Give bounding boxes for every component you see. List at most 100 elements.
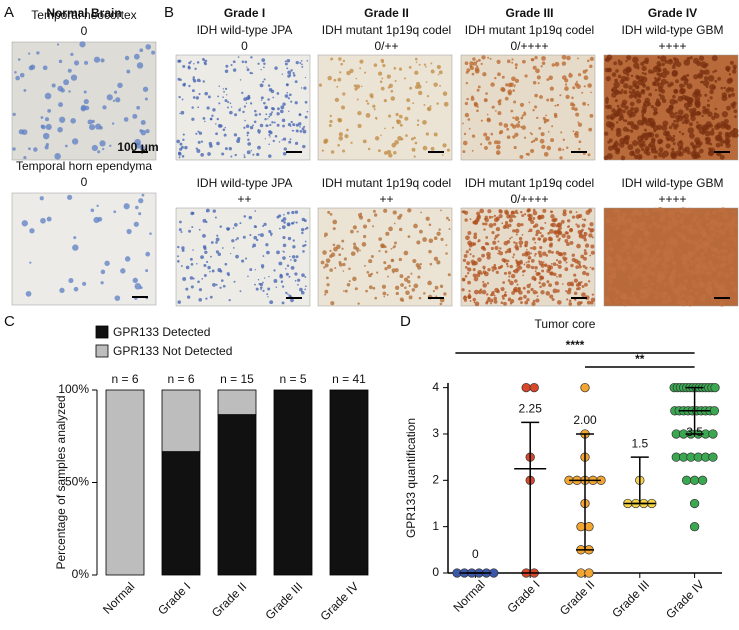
cell: [294, 279, 297, 282]
cell: [604, 296, 611, 303]
cell: [113, 210, 117, 214]
cell: [669, 98, 676, 105]
cell: [413, 223, 418, 229]
cell: [290, 120, 293, 124]
cell: [546, 78, 550, 82]
cell: [288, 294, 292, 298]
cell: [549, 271, 554, 276]
cell: [357, 123, 362, 128]
cell: [218, 102, 221, 105]
cell: [704, 216, 710, 221]
cell: [342, 92, 346, 96]
cell: [701, 80, 704, 83]
cell: [332, 219, 338, 225]
cell: [693, 74, 699, 80]
cell: [691, 279, 696, 284]
cell: [624, 239, 630, 245]
cell: [722, 242, 726, 246]
cell: [439, 84, 441, 87]
cell: [733, 284, 737, 288]
cell: [483, 218, 487, 221]
n-label: n = 15: [220, 372, 254, 386]
cell: [583, 75, 589, 81]
cell: [719, 263, 722, 267]
cell: [613, 298, 618, 303]
cell: [196, 61, 200, 64]
cell: [493, 222, 497, 227]
cell: [624, 105, 629, 110]
cell: [422, 119, 427, 125]
cell: [338, 118, 343, 123]
cell: [499, 247, 502, 250]
cell: [534, 56, 538, 60]
cell: [380, 86, 385, 91]
cell: [54, 153, 61, 160]
cell: [467, 294, 472, 300]
cell: [343, 290, 345, 292]
cell: [210, 241, 214, 244]
cell: [731, 218, 736, 223]
cell: [569, 240, 574, 245]
cell: [662, 155, 666, 159]
cell: [490, 132, 494, 136]
cell: [68, 90, 71, 93]
cell: [197, 280, 200, 284]
cell: [698, 237, 703, 243]
cell: [341, 105, 346, 110]
cell: [690, 142, 694, 146]
cell: [605, 252, 610, 256]
cell: [683, 113, 689, 120]
cell: [715, 264, 719, 268]
cell: [219, 286, 222, 289]
cell: [729, 270, 735, 276]
cell: [344, 289, 348, 293]
cell: [518, 240, 524, 246]
cell: [550, 263, 553, 265]
cell: [79, 41, 86, 48]
cell: [605, 121, 613, 128]
cell: [519, 244, 522, 248]
cell: [292, 123, 296, 127]
cell: [260, 96, 264, 100]
cell: [446, 216, 449, 220]
cell: [609, 223, 613, 227]
cell: [236, 139, 241, 144]
cell: [702, 108, 708, 115]
cell: [647, 102, 651, 106]
cell: [276, 92, 280, 95]
cell: [376, 271, 379, 274]
cell: [414, 70, 419, 75]
cell: [732, 102, 735, 106]
cell: [493, 294, 496, 297]
cell: [226, 227, 230, 231]
cell: [139, 286, 143, 290]
bar-segment: [273, 389, 313, 576]
cell: [474, 66, 480, 72]
cell: [180, 110, 185, 115]
cell: [626, 73, 630, 77]
cell: [587, 83, 592, 88]
cell: [556, 229, 561, 234]
cell: [200, 140, 204, 143]
cell: [513, 286, 518, 291]
cell: [203, 264, 207, 268]
cell: [332, 243, 336, 247]
cell: [245, 257, 248, 260]
cell: [731, 288, 735, 292]
cell: [532, 81, 537, 85]
cell: [194, 67, 197, 70]
cell: [617, 258, 621, 263]
cell: [337, 143, 340, 147]
cell: [197, 130, 200, 133]
cell: [302, 250, 305, 253]
cell: [126, 69, 131, 74]
cell: [662, 150, 669, 157]
cell: [676, 231, 681, 236]
cell: [613, 81, 620, 89]
cell: [730, 267, 735, 271]
cell: [322, 250, 327, 255]
cell: [510, 210, 516, 215]
cell: [642, 103, 646, 107]
cell: [486, 113, 489, 116]
cell: [299, 130, 303, 133]
